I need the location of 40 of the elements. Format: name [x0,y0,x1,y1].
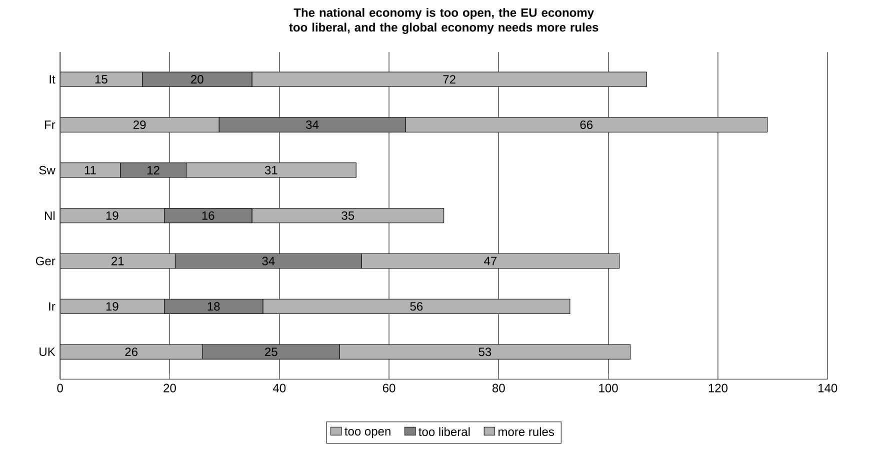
data-label: 21 [112,256,124,266]
data-label: 56 [410,302,423,311]
data-label: 12 [148,166,160,174]
legend-label: too liberal [418,427,470,436]
y-tick-label: Nl [45,211,55,220]
x-tick-label: 0 [57,384,63,392]
legend-label: too open [344,428,390,438]
y-tick-label: It [50,75,56,84]
y-tick-label: Ger [36,256,56,266]
x-tick-label: 100 [599,384,618,392]
data-label: 35 [342,211,354,220]
data-label: 16 [202,211,214,220]
data-label: 11 [84,166,96,174]
data-label: 53 [478,348,492,356]
x-tick-label: 140 [818,384,838,392]
data-label: 34 [306,120,319,130]
data-label: 31 [264,166,278,174]
chart-title: The national economy is too open, the EU economy too liberal, and the global economy needs more rules [289,8,598,34]
data-label: 47 [484,256,497,266]
y-tick-label: UK [40,348,56,356]
data-label: 19 [106,302,118,311]
data-label: 26 [125,348,138,356]
legend-label: more rules [498,427,554,436]
data-label: 15 [95,75,108,84]
y-tick-label: Sw [39,166,56,174]
x-tick-label: 60 [382,384,396,392]
y-tick-label: Ir [49,302,56,311]
data-label: 72 [443,75,456,84]
x-tick-label: 120 [708,384,728,392]
x-tick-label: 40 [272,384,286,392]
data-label: 25 [265,348,278,356]
data-label: 20 [191,75,204,84]
y-tick-label: Fr [45,120,56,129]
data-label: 19 [106,211,118,220]
data-label: 66 [580,120,593,130]
x-tick-label: 80 [492,384,505,392]
data-label: 18 [208,302,220,311]
x-tick-label: 20 [164,384,176,392]
data-label: 29 [133,120,146,130]
data-label: 34 [262,256,275,266]
